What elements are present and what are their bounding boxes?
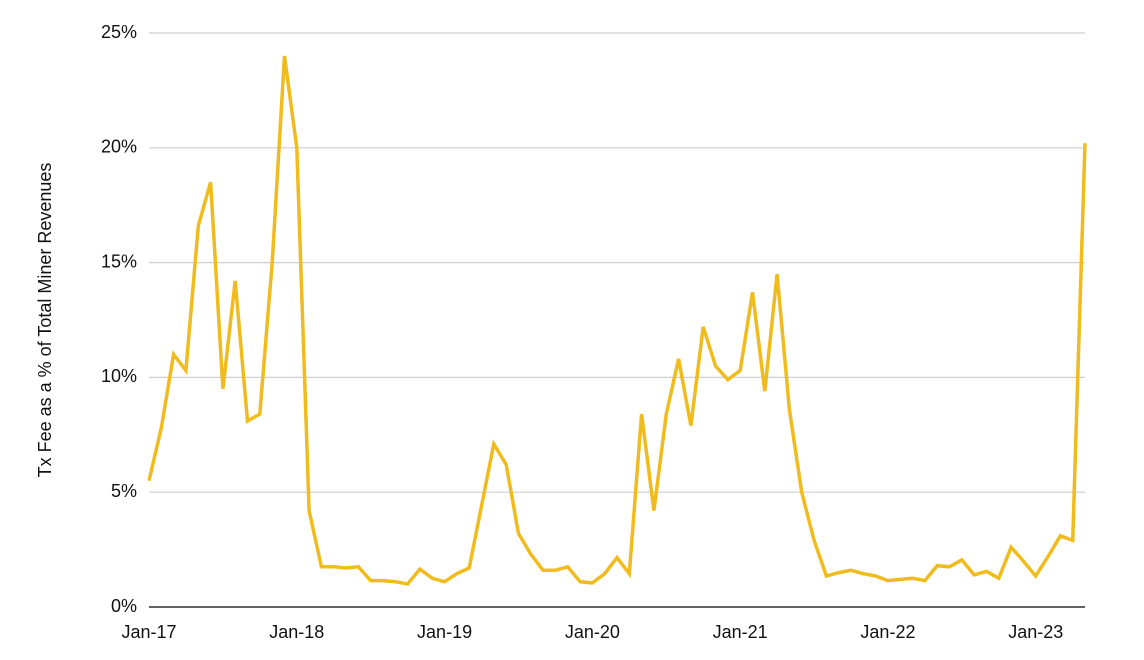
- x-tick-label: Jan-17: [121, 622, 176, 642]
- y-tick-label: 25%: [101, 22, 137, 42]
- data-line: [147, 55, 1087, 586]
- x-tick-label: Jan-20: [565, 622, 620, 642]
- y-tick-label: 5%: [111, 481, 137, 501]
- y-tick-label: 10%: [101, 366, 137, 386]
- y-tick-label: 15%: [101, 251, 137, 271]
- y-axis-title: Tx Fee as a % of Total Miner Revenues: [35, 163, 55, 478]
- x-tick-label: Jan-18: [269, 622, 324, 642]
- y-tick-label: 0%: [111, 596, 137, 616]
- x-tick-label: Jan-22: [860, 622, 915, 642]
- x-tick-label: Jan-21: [713, 622, 768, 642]
- x-tick-label: Jan-19: [417, 622, 472, 642]
- x-tick-label: Jan-23: [1008, 622, 1063, 642]
- y-tick-label: 20%: [101, 137, 137, 157]
